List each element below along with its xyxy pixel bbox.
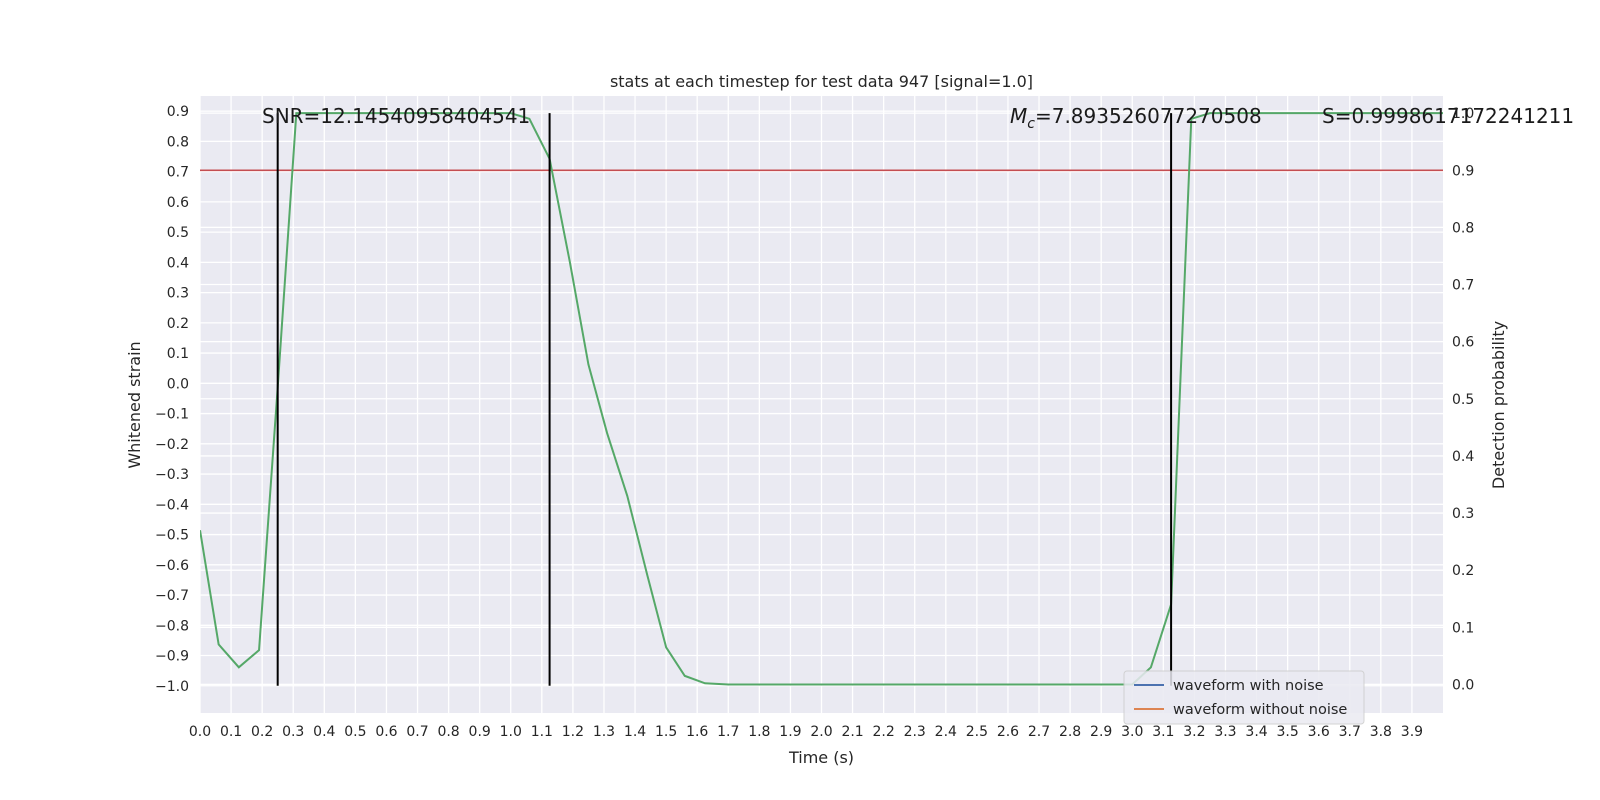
x-tick-label: 2.7 [1028,724,1050,740]
y-tick-label: −0.6 [155,558,189,574]
x-axis-label: Time (s) [788,748,854,767]
plot-area [200,112,1443,686]
chirp-mass-value: =7.893526077270508 [1035,104,1262,128]
legend-label-noise: waveform with noise [1173,678,1324,694]
x-tick-label: 1.9 [779,724,801,740]
x-tick-label: 2.4 [935,724,957,740]
x-tick-label: 1.5 [655,724,677,740]
legend: waveform with noise waveform without noi… [1123,670,1365,725]
x-tick-label: 1.1 [531,724,553,740]
y-tick-label: 0.1 [167,346,189,362]
y2-tick-label: 0.5 [1452,392,1474,408]
snr-annotation: SNR=12.14540958404541 [262,104,530,128]
x-tick-label: 2.2 [873,724,895,740]
x-tick-label: 1.7 [717,724,739,740]
grid-lines [199,96,1443,713]
chirp-mass-symbol: M [1010,104,1027,128]
y-tick-label: 0.7 [167,165,189,181]
y2-axis-label: Detection probability [1489,321,1508,489]
y-tick-label: 0.8 [167,134,189,150]
y-tick-label: 0.9 [167,104,189,120]
x-tick-label: 3.3 [1214,724,1236,740]
x-tick-label: 0.3 [282,724,304,740]
x-tick-label: 0.7 [406,724,428,740]
x-tick-label: 2.8 [1059,724,1081,740]
y2-tick-label: 1.0 [1452,106,1474,122]
x-tick-label: 3.4 [1245,724,1267,740]
x-tick-label: 1.2 [562,724,584,740]
x-tick-label: 0.6 [375,724,397,740]
x-tick-label: 2.1 [841,724,863,740]
x-tick-label: 0.4 [313,724,335,740]
x-tick-label: 1.8 [748,724,770,740]
y-tick-label: 0.4 [167,255,189,271]
y-tick-label: −0.5 [155,528,189,544]
y-tick-label: −0.4 [155,497,189,513]
y2-tick-label: 0.1 [1452,620,1474,636]
x-tick-label: 1.0 [500,724,522,740]
x-tick-label: 0.2 [251,724,273,740]
y-axis-label: Whitened strain [125,341,144,468]
y-tick-label: 0.2 [167,316,189,332]
x-axis-ticks: 0.0 0.1 0.2 0.3 0.4 0.5 0.6 0.7 0.8 0.9 1.0 1.1 1.2 1… [189,724,1423,740]
x-tick-label: 0.1 [220,724,242,740]
x-tick-label: 1.6 [686,724,708,740]
s-annotation: S=0.9998617172241211 [1322,104,1574,128]
y2-tick-label: 0.2 [1452,563,1474,579]
x-tick-label: 3.9 [1401,724,1423,740]
y-axis-ticks: −1.0 −0.9 −0.8 −0.7 −0.6 −0.5 −0.4 −0.3 −0.2 −0.1… [155,104,189,695]
x-tick-label: 1.3 [593,724,615,740]
chirp-mass-annotation: Mc=7.893526077270508 [1010,104,1262,132]
x-tick-label: 3.8 [1370,724,1392,740]
y2-tick-label: 0.8 [1452,220,1474,236]
x-tick-label: 2.5 [966,724,988,740]
legend-label-clean: waveform without noise [1173,702,1347,718]
x-tick-label: 2.0 [810,724,832,740]
y2-tick-label: 0.7 [1452,278,1474,294]
x-tick-label: 3.2 [1183,724,1205,740]
y2-tick-label: 0.3 [1452,506,1474,522]
y2-tick-label: 0.6 [1452,335,1474,351]
x-tick-label: 3.1 [1152,724,1174,740]
y-tick-label: −1.0 [155,679,189,695]
y-tick-label: −0.1 [155,407,189,423]
y2-tick-label: 0.0 [1452,677,1474,693]
x-tick-label: 2.6 [997,724,1019,740]
legend-box [1123,670,1365,725]
y-tick-label: 0.5 [167,225,189,241]
x-tick-label: 0.8 [437,724,459,740]
chart-title: stats at each timestep for test data 947… [610,72,1033,91]
y-tick-label: 0.3 [167,286,189,302]
x-tick-label: 2.3 [904,724,926,740]
y-tick-label: −0.3 [155,467,189,483]
x-tick-label: 0.9 [469,724,491,740]
chirp-mass-subscript: c [1027,116,1035,132]
y-tick-label: −0.2 [155,437,189,453]
y2-axis-ticks: 0.0 0.1 0.2 0.3 0.4 0.5 0.6 0.7 0.8 0.9 1.0 [1452,106,1474,693]
y-tick-label: 0.0 [167,376,189,392]
x-tick-label: 1.4 [624,724,646,740]
x-tick-label: 2.9 [1090,724,1112,740]
y-tick-label: −0.9 [155,649,189,665]
x-tick-label: 3.5 [1276,724,1298,740]
y-tick-label: 0.6 [167,195,189,211]
y-tick-label: −0.7 [155,588,189,604]
y-tick-label: −0.8 [155,618,189,634]
x-tick-label: 0.0 [189,724,211,740]
x-tick-label: 3.7 [1339,724,1361,740]
y2-tick-label: 0.9 [1452,163,1474,179]
x-tick-label: 3.0 [1121,724,1143,740]
x-tick-label: 0.5 [344,724,366,740]
y2-tick-label: 0.4 [1452,449,1474,465]
x-tick-label: 3.6 [1308,724,1330,740]
